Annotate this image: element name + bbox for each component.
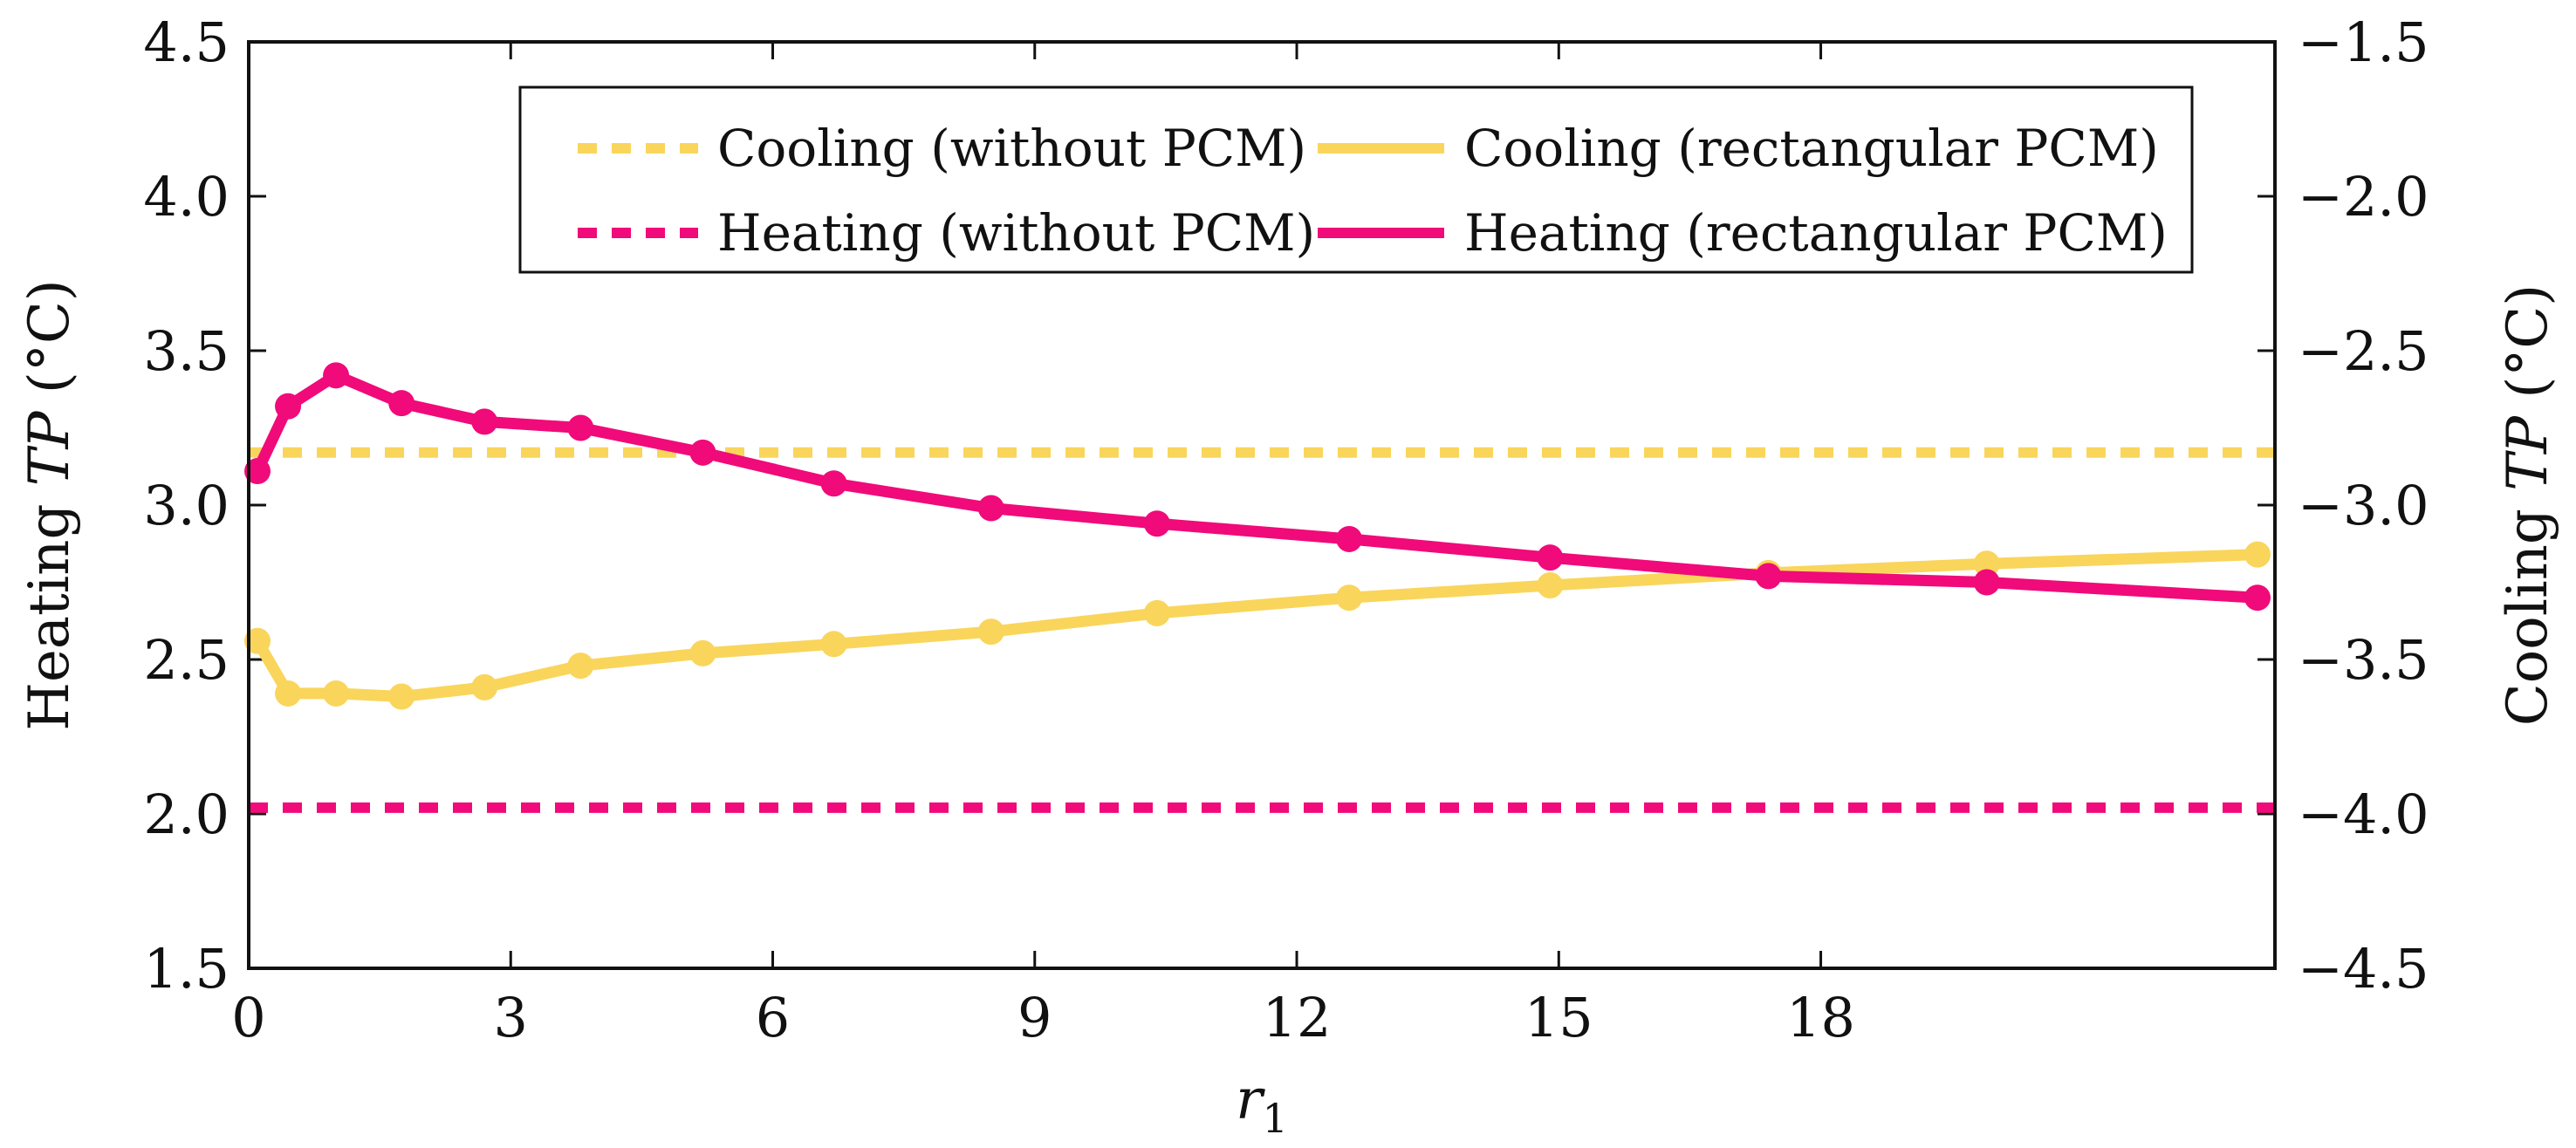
y-left-tick-label: 4.5 [143,10,230,74]
data-point [2244,541,2271,568]
data-point [244,458,271,485]
data-point [689,439,716,466]
data-point [1973,569,2000,596]
data-point [275,393,302,420]
y-left-tick-label: 2.5 [143,628,230,692]
y-right-tick-label: −3.5 [2298,628,2429,692]
data-point [388,390,415,417]
data-point [977,618,1004,646]
data-point [1537,544,1564,571]
data-point [471,673,498,700]
y-left-tick-label: 3.0 [143,474,230,537]
data-point [1336,525,1363,552]
y-axis-left-title-unit: (°C) [17,279,82,411]
legend-entry: Cooling (without PCM) [578,119,1306,178]
x-tick-label: 6 [756,986,790,1049]
x-axis-title: r1 [1236,1068,1288,1142]
x-axis-title-main: r [1236,1068,1265,1132]
data-point [1755,563,1782,590]
series-heating-rectangular-pcm [244,362,2271,612]
legend-entry: Cooling (rectangular PCM) [1318,119,2159,178]
y-left-tick-label: 3.5 [143,319,230,383]
data-point [2244,584,2271,612]
y-axis-right-title-var: TP [2496,415,2560,491]
x-tick-label: 0 [231,986,265,1049]
y-right-tick-label: −4.0 [2298,782,2429,846]
y-axis-right-title: Cooling TP (°C) [2496,284,2560,727]
y-right-tick-label: −1.5 [2298,10,2429,74]
y-left-tick-label: 1.5 [143,937,230,1001]
x-tick-label: 12 [1263,986,1332,1049]
legend-label: Heating (rectangular PCM) [1464,203,2168,263]
x-tick-label: 18 [1786,986,1855,1049]
legend: Cooling (without PCM) Cooling (rectangula… [518,85,2194,274]
y-left-tick-label: 4.0 [143,165,230,229]
y-axis-right-title-unit: (°C) [2496,284,2560,416]
labels-layer: 0 3 6 9 12 15 18 1.5 2.0 2.5 3.0 3.5 4.0 4.5 −4.5 −4.0 −… [143,10,2429,1049]
data-point [323,362,350,389]
y-axis-left-title: Heating TP (°C) [17,279,82,731]
data-point [977,495,1004,522]
legend-entry: Heating (without PCM) [578,203,1315,263]
y-right-tick-label: −2.5 [2298,319,2429,383]
data-point [1143,599,1170,626]
data-point [244,627,271,654]
data-point [567,414,594,441]
series-cooling-rectangular-pcm [244,541,2271,710]
y-axis-left-title-var: TP [17,411,82,487]
legend-box [518,85,2194,274]
data-point [471,408,498,435]
x-tick-label: 9 [1017,986,1052,1049]
data-point [567,653,594,680]
y-axis-right-title-prefix: Cooling [2496,491,2560,727]
y-axis-left-title-prefix: Heating [17,486,82,731]
legend-label: Cooling (rectangular PCM) [1464,119,2159,178]
y-right-tick-label: −3.0 [2298,474,2429,537]
data-point [689,639,716,666]
plot-frame [247,40,2277,970]
series-line [251,549,2264,702]
data-point [1537,572,1564,599]
data-point [388,683,415,710]
data-point [275,680,302,707]
x-axis-title-sub: 1 [1263,1095,1288,1142]
data-point [820,631,847,658]
series-layer [244,362,2275,813]
data-point [323,680,350,707]
y-right-tick-label: −2.0 [2298,165,2429,229]
x-tick-label: 15 [1524,986,1593,1049]
legend-label: Heating (without PCM) [717,203,1315,263]
legend-items: Cooling (without PCM) Cooling (rectangula… [578,119,2168,263]
data-point [1143,510,1170,537]
y-right-tick-label: −4.5 [2298,937,2429,1001]
x-tick-label: 3 [494,986,528,1049]
legend-entry: Heating (rectangular PCM) [1318,203,2168,263]
data-point [820,470,847,497]
y-left-tick-label: 2.0 [143,782,230,846]
data-point [1973,550,2000,577]
data-point [1336,584,1363,612]
legend-label: Cooling (without PCM) [717,119,1306,178]
